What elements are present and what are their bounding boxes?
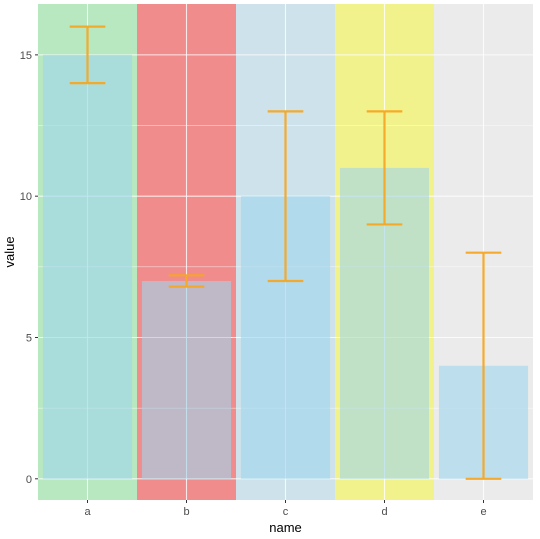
x-axis: a b c d e [84,500,487,518]
bar-a [42,54,133,479]
x-tick-label: c [283,506,289,518]
bars [42,54,529,479]
x-tick-label: a [84,506,91,518]
x-axis-title: name [269,520,302,535]
y-tick-label: 15 [20,50,32,62]
x-tick-label: b [183,506,189,518]
y-axis-title: value [2,236,17,267]
errorbar-d [366,110,403,226]
errorbar-c [267,110,304,283]
bar-b [141,280,232,479]
error-bars [69,25,502,480]
errorbar-e [465,251,502,480]
y-tick-label: 10 [20,191,32,203]
y-tick-label: 0 [26,474,32,486]
y-tick-label: 5 [26,332,32,344]
errorbar-b [168,274,205,288]
x-tick-label: e [480,506,486,518]
errorbar-a [69,25,106,85]
x-tick-label: d [381,506,387,518]
y-axis: 0 5 10 15 [20,50,38,486]
